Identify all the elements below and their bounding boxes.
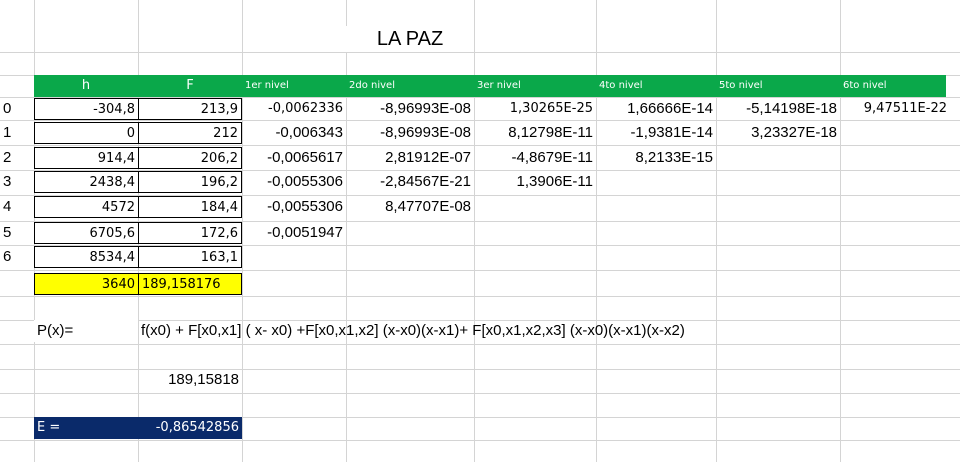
h-cell[interactable]: 4572 xyxy=(34,196,138,218)
f-cell[interactable]: 212 xyxy=(138,122,242,144)
row-index[interactable]: 1 xyxy=(3,124,12,141)
level-1-cell[interactable]: -0,0062336 xyxy=(268,101,343,116)
gridline xyxy=(474,0,475,462)
row-index[interactable]: 2 xyxy=(3,149,12,166)
h-cell[interactable]: -304,8 xyxy=(34,98,138,120)
gridline xyxy=(0,195,960,196)
eval-fx-cell[interactable]: 189,158176 xyxy=(138,273,242,295)
error-label[interactable]: E = xyxy=(37,420,61,435)
header-level-2[interactable]: 2do nivel xyxy=(349,80,395,91)
header-level-6[interactable]: 6to nivel xyxy=(843,80,887,91)
h-cell[interactable]: 2438,4 xyxy=(34,171,138,193)
header-h[interactable]: h xyxy=(81,78,91,93)
header-row xyxy=(34,75,946,97)
level-2-cell[interactable]: -8,96993E-08 xyxy=(380,100,471,117)
eval-x-cell[interactable]: 3640 xyxy=(34,273,138,295)
poly-value[interactable]: 189,15818 xyxy=(168,371,239,388)
row-index[interactable]: 6 xyxy=(3,248,12,265)
gridline xyxy=(840,0,841,462)
level-2-cell[interactable]: -2,84567E-21 xyxy=(380,173,471,190)
gridline xyxy=(0,440,960,441)
row-index[interactable]: 5 xyxy=(3,224,12,241)
f-cell[interactable]: 206,2 xyxy=(138,147,242,169)
header-level-5[interactable]: 5to nivel xyxy=(719,80,763,91)
gridline xyxy=(0,393,960,394)
gridline xyxy=(0,97,960,98)
h-cell[interactable]: 8534,4 xyxy=(34,246,138,268)
gridline xyxy=(0,245,960,246)
level-3-cell[interactable]: 1,30265E-25 xyxy=(509,101,593,116)
f-cell[interactable]: 213,9 xyxy=(138,98,242,120)
level-1-cell[interactable]: -0,0051947 xyxy=(267,224,343,241)
h-cell[interactable]: 914,4 xyxy=(34,147,138,169)
level-5-cell[interactable]: 3,23327E-18 xyxy=(751,124,837,141)
level-5-cell[interactable]: -5,14198E-18 xyxy=(746,100,837,117)
gridline xyxy=(0,52,960,53)
h-cell[interactable]: 0 xyxy=(34,122,138,144)
level-3-cell[interactable]: -4,8679E-11 xyxy=(511,149,593,166)
gridline xyxy=(0,221,960,222)
error-value[interactable]: -0,86542856 xyxy=(155,420,239,435)
f-cell[interactable]: 172,6 xyxy=(138,222,242,244)
f-cell[interactable]: 196,2 xyxy=(138,171,242,193)
f-cell[interactable]: 184,4 xyxy=(138,196,242,218)
row-index[interactable]: 0 xyxy=(3,100,12,117)
gridline xyxy=(346,0,347,462)
level-2-cell[interactable]: 8,47707E-08 xyxy=(385,198,471,215)
level-3-cell[interactable]: 1,3906E-11 xyxy=(516,173,593,190)
level-4-cell[interactable]: 1,66666E-14 xyxy=(627,100,713,117)
f-cell[interactable]: 163,1 xyxy=(138,246,242,268)
level-4-cell[interactable]: -1,9381E-14 xyxy=(630,124,713,141)
level-4-cell[interactable]: 8,2133E-15 xyxy=(635,149,713,166)
poly-label[interactable]: P(x)= xyxy=(34,320,138,342)
gridline xyxy=(596,0,597,462)
gridline xyxy=(716,0,717,462)
level-6-cell[interactable]: 9,47511E-22 xyxy=(863,101,947,116)
gridline xyxy=(0,170,960,171)
level-1-cell[interactable]: -0,0055306 xyxy=(267,198,343,215)
gridline xyxy=(0,344,960,345)
header-level-1[interactable]: 1er nivel xyxy=(245,80,289,91)
gridline xyxy=(0,417,960,418)
level-1-cell[interactable]: -0,0055306 xyxy=(267,173,343,190)
header-level-4[interactable]: 4to nivel xyxy=(599,80,643,91)
gridline xyxy=(0,120,960,121)
gridline xyxy=(0,320,960,321)
gridline xyxy=(0,270,960,271)
gridline xyxy=(0,296,960,297)
gridline xyxy=(0,145,960,146)
level-2-cell[interactable]: 2,81912E-07 xyxy=(385,149,471,166)
h-cell[interactable]: 6705,6 xyxy=(34,222,138,244)
poly-formula[interactable]: f(x0) + F[x0,x1] ( x- x0) +F[x0,x1,x2] (… xyxy=(141,322,685,339)
header-f[interactable]: F xyxy=(186,78,194,93)
row-index[interactable]: 3 xyxy=(3,173,12,190)
gridline xyxy=(242,0,243,462)
row-index[interactable]: 4 xyxy=(3,198,12,215)
sheet-title: LA PAZ xyxy=(346,26,474,52)
level-2-cell[interactable]: -8,96993E-08 xyxy=(380,124,471,141)
gridline xyxy=(0,369,960,370)
level-1-cell[interactable]: -0,0065617 xyxy=(267,149,343,166)
error-row xyxy=(34,417,242,439)
level-1-cell[interactable]: -0,006343 xyxy=(275,124,343,141)
level-3-cell[interactable]: 8,12798E-11 xyxy=(508,124,593,141)
header-level-3[interactable]: 3er nivel xyxy=(477,80,521,91)
